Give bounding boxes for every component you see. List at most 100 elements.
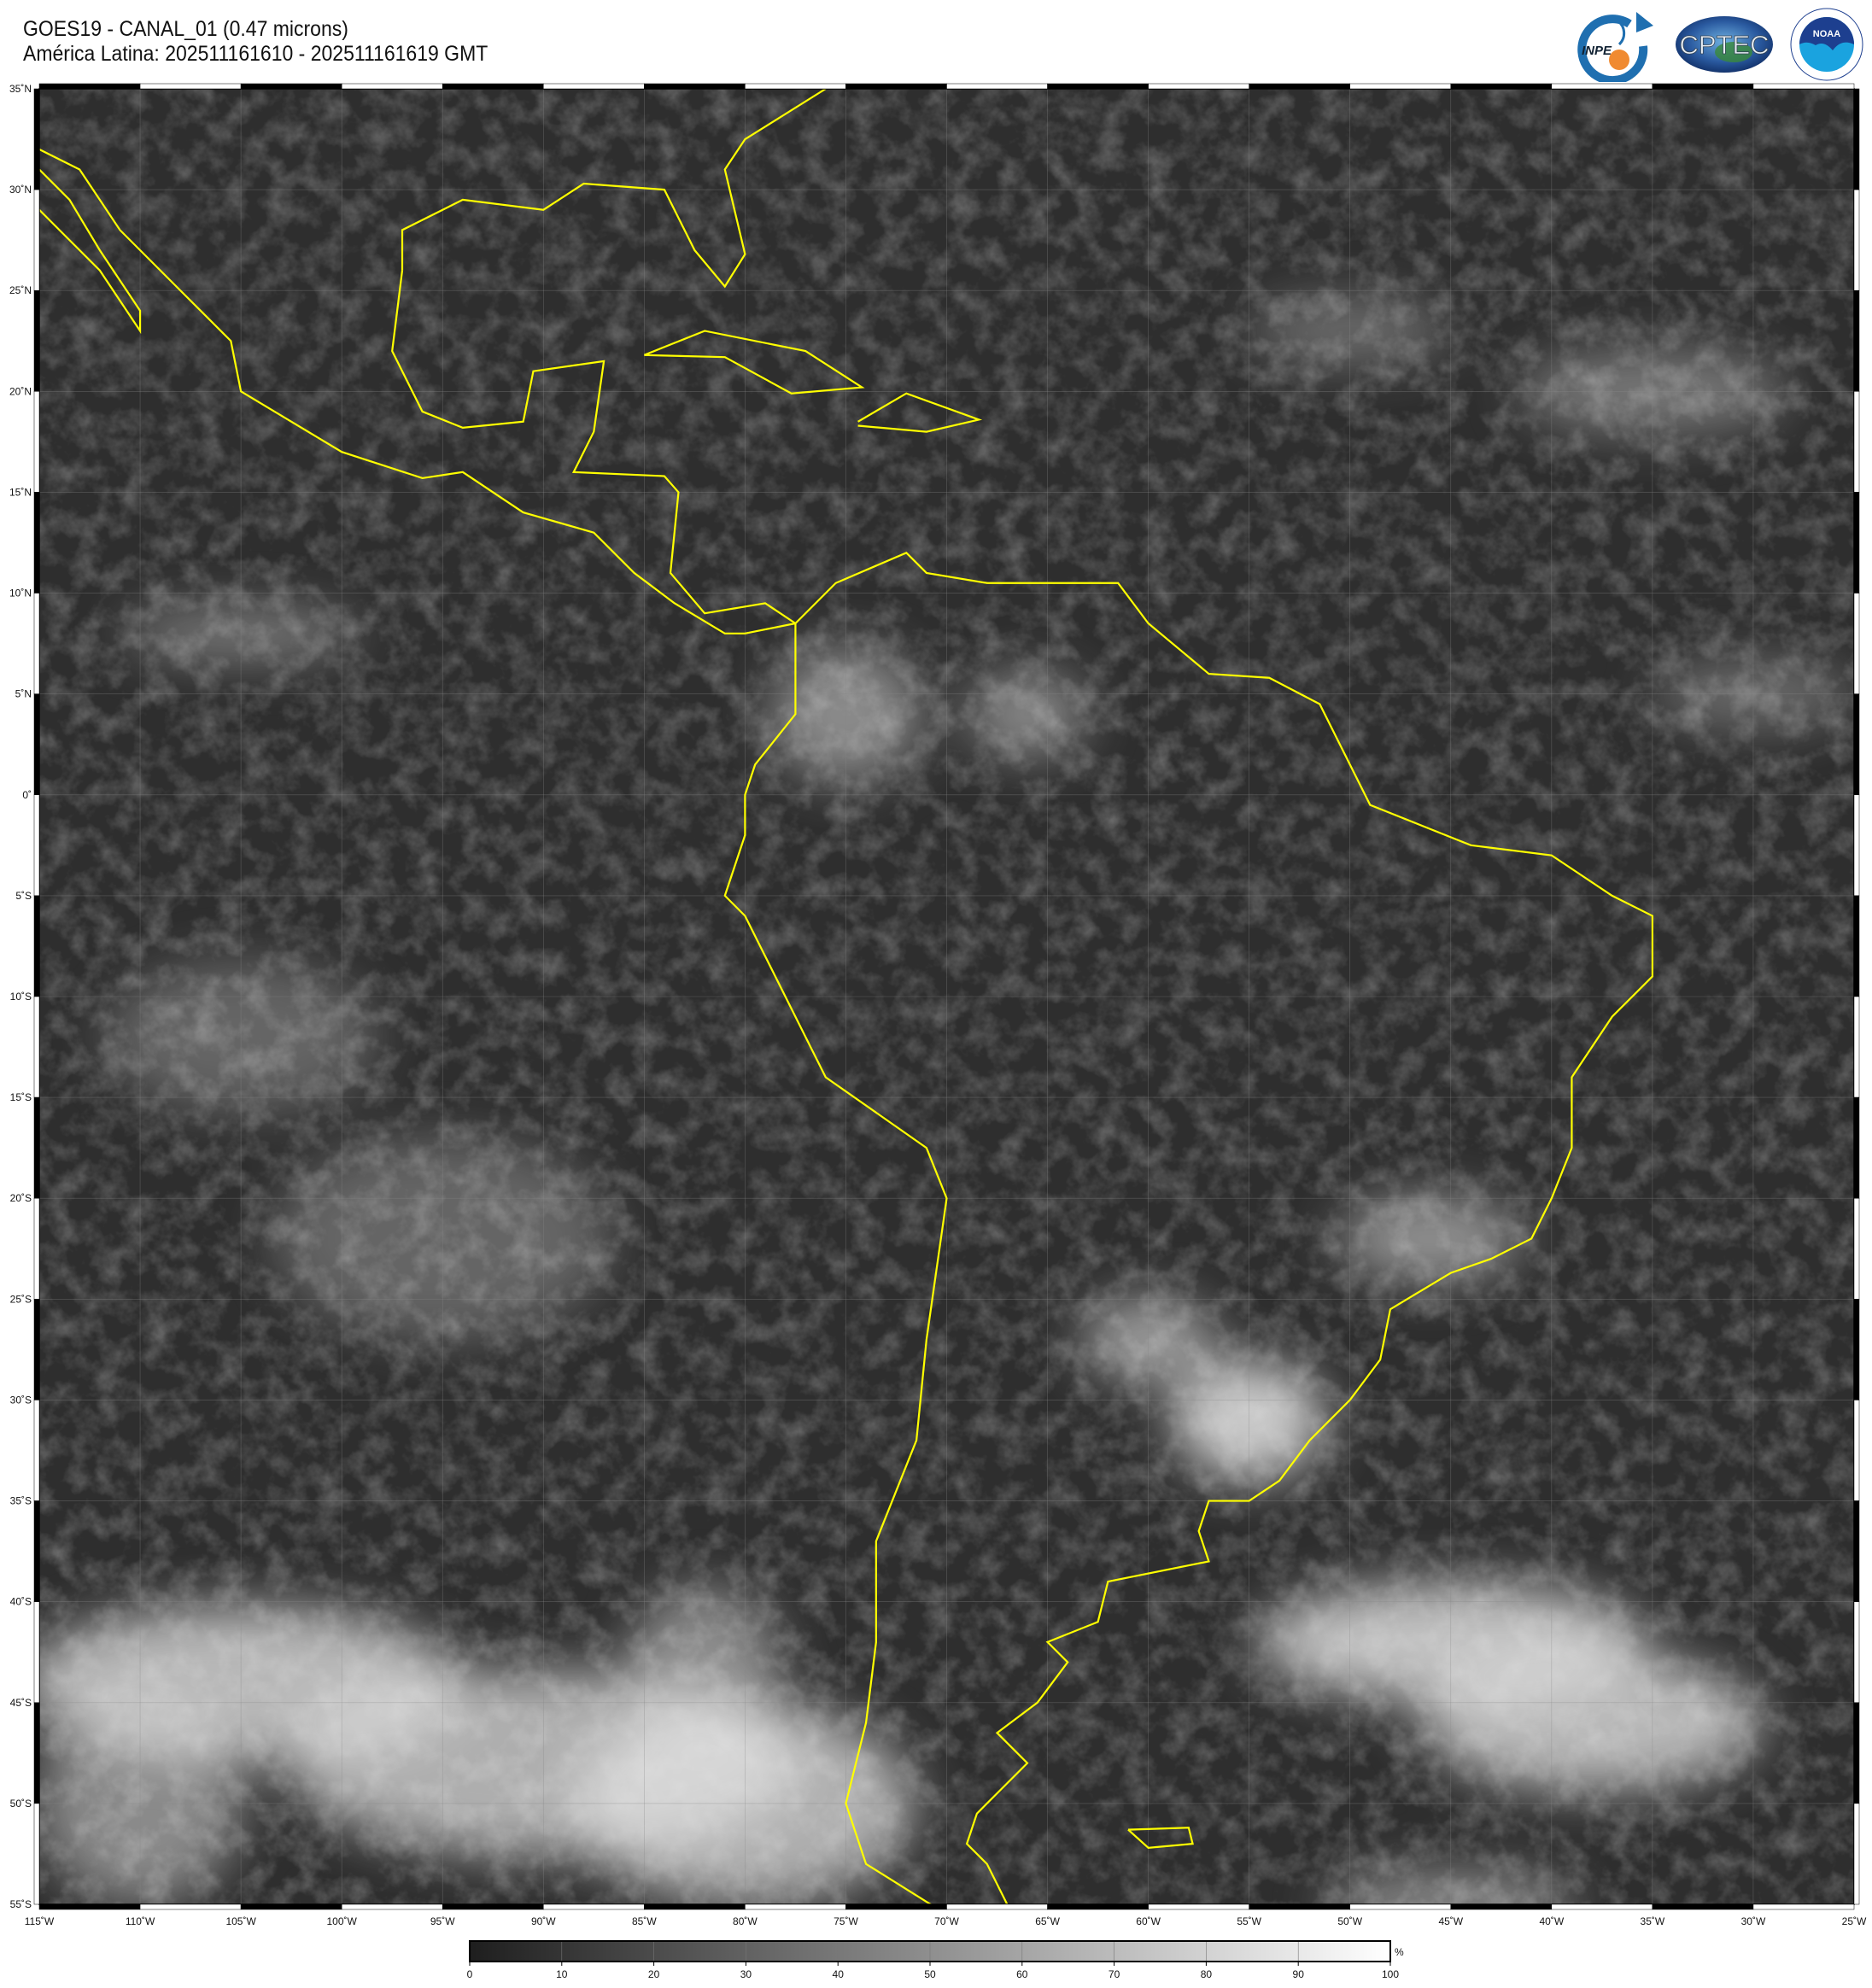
frame-tick-left	[33, 391, 40, 493]
lat-lon-grid	[39, 89, 1854, 1904]
latitude-label: 10˚S	[10, 991, 32, 1003]
cptec-logo-text: CPTEC	[1679, 30, 1769, 60]
frame-tick-right	[1853, 693, 1860, 796]
frame-tick-top	[1752, 83, 1855, 90]
frame-tick-right	[1853, 492, 1860, 593]
latitude-label: 25˚S	[10, 1293, 32, 1305]
frame-tick-left	[33, 794, 40, 897]
latitude-label: 35˚S	[10, 1495, 32, 1507]
frame-tick-top	[1047, 83, 1149, 90]
longitude-label: 65˚W	[1035, 1915, 1060, 1927]
frame-tick-top	[1652, 83, 1754, 90]
frame-tick-bottom	[1752, 1903, 1855, 1910]
frame-tick-right	[1853, 1197, 1860, 1300]
frame-tick-bottom	[946, 1903, 1048, 1910]
inpe-logo: INPE	[1577, 12, 1653, 82]
latitude-label: 10˚N	[9, 588, 32, 599]
frame-tick-bottom	[139, 1903, 242, 1910]
longitude-label: 85˚W	[632, 1915, 657, 1927]
image-title: GOES19 - CANAL_01 (0.47 microns) América…	[23, 17, 488, 67]
frame-tick-top	[1148, 83, 1249, 90]
frame-tick-bottom	[1349, 1903, 1452, 1910]
colorbar-unit: %	[1395, 1946, 1404, 1958]
frame-tick-right	[1853, 88, 1860, 190]
frame-tick-left	[33, 1803, 40, 1905]
colorbar-tick-label: 10	[556, 1968, 568, 1980]
longitude-label: 115˚W	[25, 1915, 55, 1927]
frame-tick-top	[240, 83, 342, 90]
latitude-label: 30˚S	[10, 1394, 32, 1406]
cloud-mass	[1337, 1196, 1525, 1282]
frame-tick-right	[1853, 1299, 1860, 1400]
colorbar-tick-label: 40	[833, 1968, 845, 1980]
frame-tick-right	[1853, 1601, 1860, 1704]
frame-tick-top	[1450, 83, 1553, 90]
latitude-label: 0˚	[22, 789, 32, 801]
cloud-mass	[628, 1585, 782, 1740]
frame-tick-bottom	[745, 1903, 846, 1910]
colorbar-tick-label: 60	[1016, 1968, 1028, 1980]
frame-tick-bottom	[1148, 1903, 1249, 1910]
colorbar: 0 10 20 30 40 50 60 70 80 90 100%	[467, 1940, 1404, 1980]
frame-tick-right	[1853, 1702, 1860, 1804]
inpe-logo-text: INPE	[1582, 44, 1612, 58]
frame-tick-bottom	[1249, 1903, 1350, 1910]
frame-tick-top	[745, 83, 846, 90]
latitude-label: 5˚S	[15, 890, 32, 902]
frame-tick-right	[1853, 1500, 1860, 1602]
latitude-label: 15˚S	[10, 1091, 32, 1103]
colorbar-tick-label: 30	[740, 1968, 752, 1980]
frame-tick-left	[33, 88, 40, 190]
colorbar-tick-label: 70	[1109, 1968, 1120, 1980]
frame-tick-top	[38, 83, 141, 90]
noaa-logo-text: NOAA	[1813, 29, 1840, 39]
frame-tick-left	[33, 996, 40, 1098]
longitude-label: 60˚W	[1136, 1915, 1161, 1927]
frame-tick-bottom	[1047, 1903, 1149, 1910]
frame-tick-right	[1853, 289, 1860, 392]
frame-tick-top	[845, 83, 947, 90]
frame-tick-top	[1349, 83, 1452, 90]
latitude-label: 30˚N	[9, 184, 32, 196]
frame-tick-bottom	[845, 1903, 947, 1910]
frame-tick-right	[1853, 996, 1860, 1098]
frame-tick-right	[1853, 794, 1860, 897]
coastline	[723, 552, 1653, 1904]
frame-tick-bottom	[38, 1903, 141, 1910]
colorbar-tick-label: 100	[1382, 1968, 1399, 1980]
frame-tick-top	[644, 83, 746, 90]
frame-tick-left	[33, 593, 40, 694]
frame-tick-bottom	[543, 1903, 645, 1910]
frame-tick-left	[33, 492, 40, 593]
longitude-label: 105˚W	[225, 1915, 256, 1927]
longitude-label: 100˚W	[326, 1915, 357, 1927]
frame-tick-right	[1853, 593, 1860, 694]
longitude-label: 40˚W	[1539, 1915, 1564, 1927]
longitude-label: 50˚W	[1337, 1915, 1362, 1927]
coastline	[391, 270, 797, 624]
frame-tick-left	[33, 1500, 40, 1602]
logo-bar: INPE CPTEC NOAA	[1570, 7, 1863, 82]
frame-tick-bottom	[442, 1903, 544, 1910]
frame-tick-top	[543, 83, 645, 90]
title-line: GOES19 - CANAL_01 (0.47 microns)	[23, 17, 348, 41]
coastline	[643, 330, 865, 395]
frame-tick-right	[1853, 391, 1860, 493]
longitude-label: 30˚W	[1741, 1915, 1766, 1927]
frame-tick-right	[1853, 1400, 1860, 1501]
latitude-label: 15˚N	[9, 486, 32, 498]
coastline	[39, 168, 142, 335]
satellite-image	[39, 89, 1854, 1904]
cptec-logo: CPTEC	[1676, 16, 1773, 73]
latitude-label: 20˚N	[9, 385, 32, 397]
frame-tick-top	[1551, 83, 1653, 90]
frame-tick-bottom	[341, 1903, 443, 1910]
noaa-logo: NOAA	[1790, 8, 1863, 81]
frame-tick-top	[341, 83, 443, 90]
colorbar-tick-label: 80	[1201, 1968, 1213, 1980]
longitude-label: 75˚W	[834, 1915, 858, 1927]
cloud-mass	[1421, 1654, 1764, 1792]
colorbar-tick-label: 20	[648, 1968, 660, 1980]
frame-tick-bottom	[1450, 1903, 1553, 1910]
